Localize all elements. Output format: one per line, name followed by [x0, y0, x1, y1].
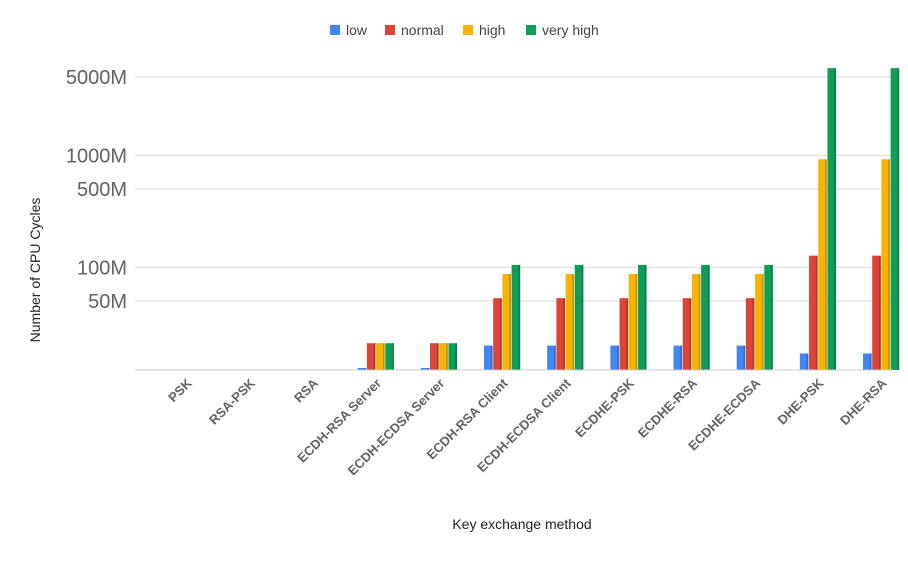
bar-shade — [427, 368, 430, 370]
bar-high — [881, 159, 891, 370]
bar-high — [755, 274, 764, 370]
bar-low — [610, 345, 619, 370]
bar-low — [547, 345, 556, 370]
legend: low normal high very high — [330, 22, 599, 38]
bar-shade — [364, 368, 367, 370]
bar-very-high — [385, 343, 394, 370]
bar-low — [799, 353, 809, 370]
bar-shade — [879, 255, 881, 370]
bar-very-high — [574, 264, 584, 370]
y-tick-label: 500M — [77, 179, 127, 201]
bar-shade — [771, 264, 773, 370]
bar-low — [420, 368, 430, 370]
bars — [357, 68, 900, 370]
x-tick-label: RSA — [291, 375, 321, 405]
bar-high — [691, 274, 701, 370]
bar-very-high — [890, 68, 900, 370]
y-tick-label: 1000M — [66, 145, 127, 167]
bar-shade — [897, 68, 900, 370]
bar-high — [628, 274, 638, 370]
bar-shade — [518, 264, 521, 370]
bar-shade — [806, 353, 809, 370]
legend-label: normal — [401, 22, 444, 38]
x-tick-label: RSA-PSK — [206, 375, 258, 427]
bar-shade — [689, 298, 692, 370]
bar-normal — [872, 255, 881, 370]
bar-shade — [888, 159, 891, 370]
x-tick-label: ECDHE-RSA — [635, 375, 701, 441]
bar-normal — [366, 343, 376, 370]
legend-label: very high — [542, 22, 599, 38]
bar-very-high — [637, 264, 647, 370]
y-tick-label: 50M — [88, 291, 127, 313]
bar-shade — [382, 343, 385, 370]
bar-shade — [572, 274, 575, 370]
bar-shade — [815, 255, 818, 370]
bar-high — [502, 274, 512, 370]
bar-normal — [430, 343, 439, 370]
y-tick-label: 100M — [77, 257, 127, 279]
bar-shade — [834, 68, 837, 370]
bar-low — [357, 368, 367, 370]
bar-shade — [509, 274, 512, 370]
x-tick-label: ECDHE-PSK — [572, 375, 637, 440]
bar-shade — [635, 274, 638, 370]
legend-swatch — [330, 25, 340, 35]
legend-swatch — [526, 25, 536, 35]
bar-very-high — [701, 264, 710, 370]
bar-shade — [869, 353, 872, 370]
bar-shade — [392, 343, 394, 370]
bar-normal — [809, 255, 818, 370]
bar-very-high — [827, 68, 837, 370]
bar-shade — [436, 343, 439, 370]
bar-normal — [493, 298, 502, 370]
bar-shade — [446, 343, 448, 370]
bar-normal — [745, 298, 755, 370]
x-tick-label: PSK — [165, 375, 195, 405]
legend-label: low — [346, 22, 368, 38]
legend-swatch — [463, 25, 473, 35]
bar-low — [863, 353, 872, 370]
bar-very-high — [511, 264, 521, 370]
bar-high — [439, 343, 448, 370]
bar-shade — [553, 345, 556, 370]
bar-shade — [373, 343, 376, 370]
bar-shade — [581, 264, 584, 370]
bar-low — [484, 345, 493, 370]
bar-normal — [619, 298, 629, 370]
bar-shade — [617, 345, 619, 370]
y-axis-title: Number of CPU Cycles — [27, 198, 43, 343]
bar-normal — [682, 298, 692, 370]
bar-shade — [626, 298, 629, 370]
bar-low — [736, 345, 746, 370]
bar-shade — [743, 345, 746, 370]
bar-shade — [500, 298, 502, 370]
bar-shade — [752, 298, 755, 370]
x-axis-title: Key exchange method — [452, 516, 591, 532]
bar-shade — [825, 159, 827, 370]
bar-shade — [490, 345, 493, 370]
bar-high — [818, 159, 827, 370]
legend-swatch — [385, 25, 395, 35]
bar-very-high — [448, 343, 458, 370]
bar-very-high — [764, 264, 773, 370]
bar-shade — [455, 343, 458, 370]
bar-shade — [698, 274, 701, 370]
y-tick-label: 5000M — [66, 67, 127, 89]
bar-shade — [761, 274, 764, 370]
bar-shade — [644, 264, 647, 370]
bar-high — [376, 343, 385, 370]
bar-normal — [556, 298, 565, 370]
bar-shade — [680, 345, 683, 370]
bar-shade — [563, 298, 565, 370]
legend-label: high — [479, 22, 505, 38]
x-tick-label: DHE-PSK — [774, 375, 826, 427]
x-tick-label: DHE-RSA — [837, 375, 890, 428]
y-axis-ticks: 50M 100M 500M 1000M 5000M — [66, 67, 127, 313]
bar-low — [673, 345, 683, 370]
bar-shade — [707, 264, 710, 370]
bar-high — [565, 274, 575, 370]
